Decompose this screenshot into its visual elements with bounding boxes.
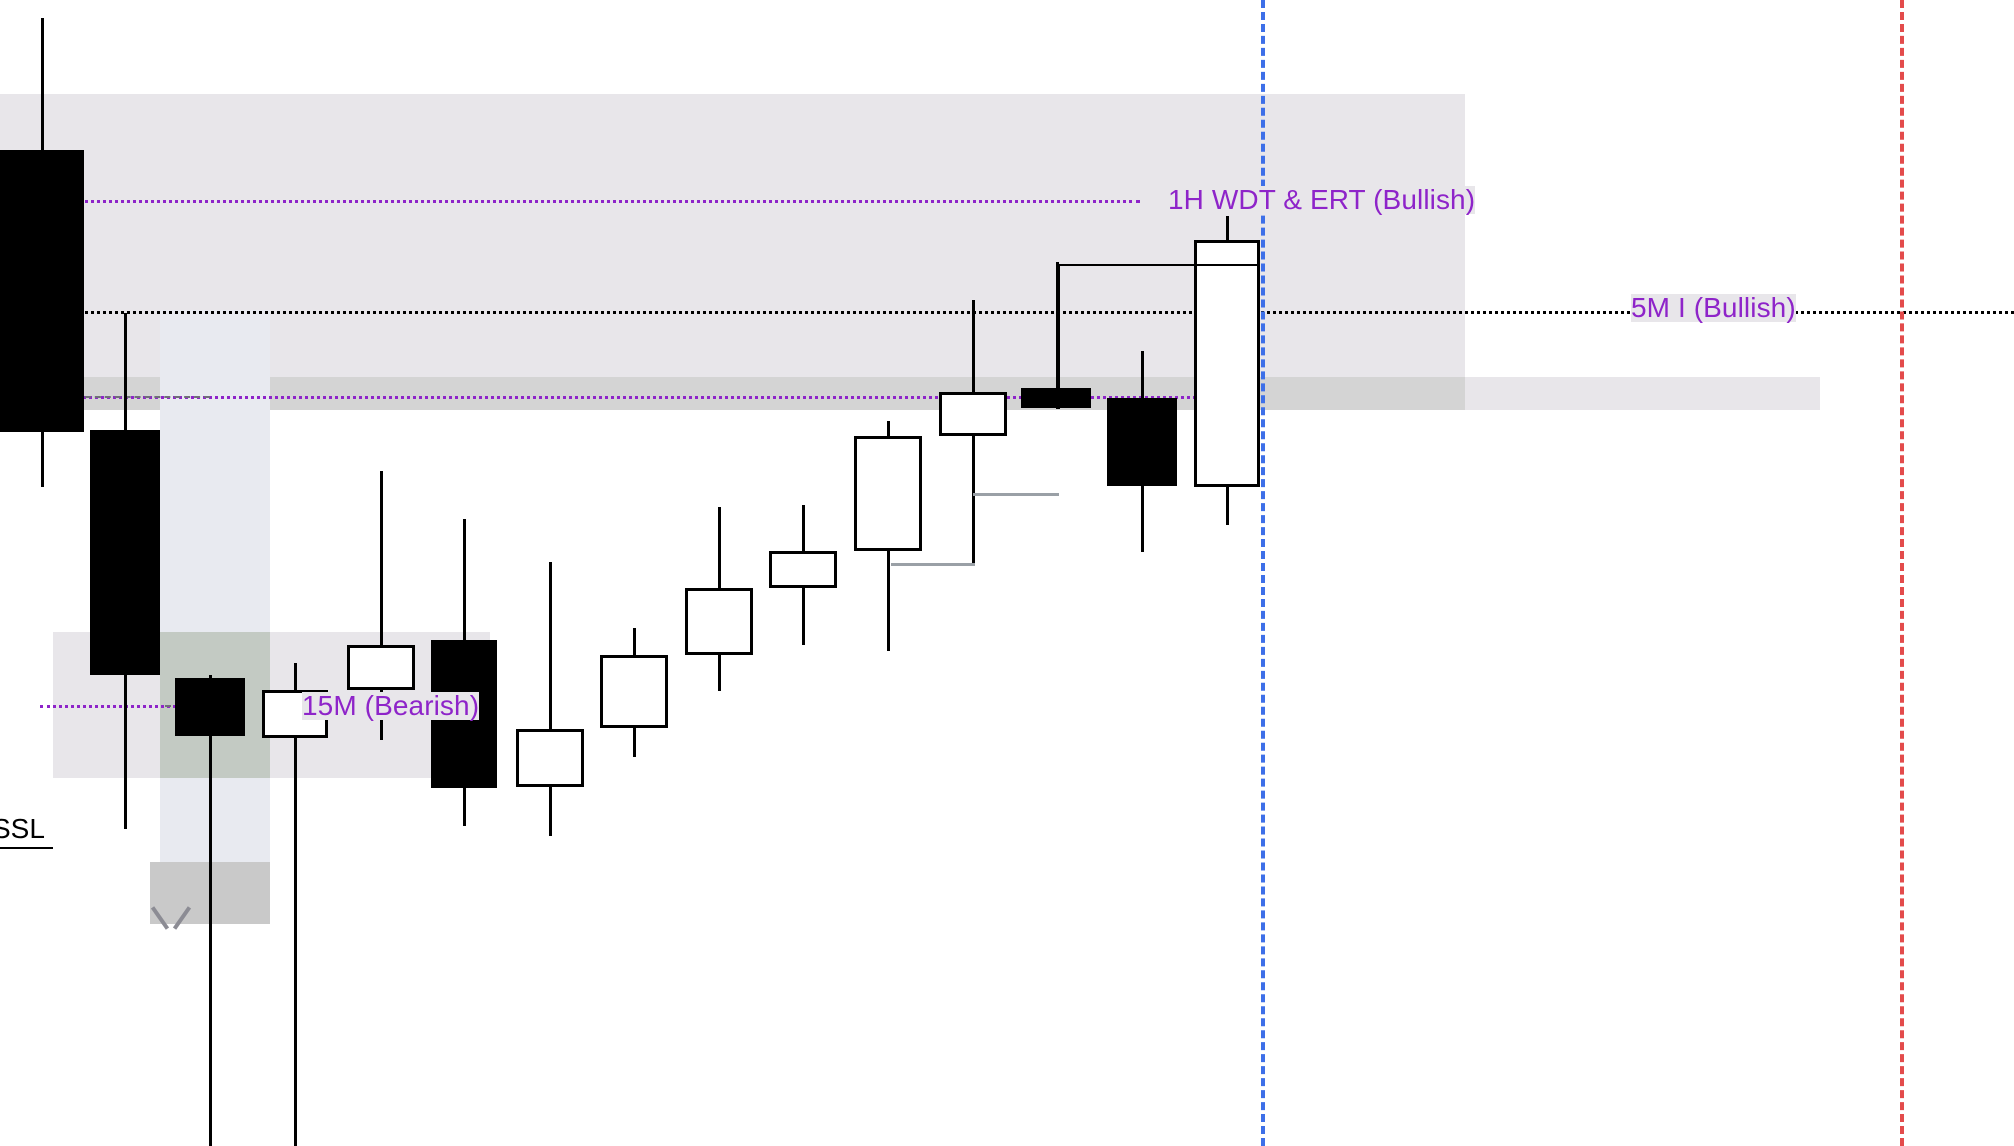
level-line-1h: [0, 200, 1140, 203]
entry-time-marker: [1261, 0, 1265, 1146]
candle-body: [347, 645, 415, 690]
candle-body: [769, 551, 837, 588]
candle-wick: [208, 675, 212, 1146]
level-line-ssl: [0, 847, 53, 849]
candle-body: [262, 690, 328, 738]
candle-wick: [971, 300, 975, 563]
level-line-5m-overlap: [75, 396, 210, 398]
zone-5m-i: [0, 377, 1820, 410]
candle-wick: [462, 519, 466, 826]
candle-wick: [40, 18, 44, 487]
candle-wick: [886, 421, 890, 651]
chevron-up-icon: [172, 906, 192, 930]
zone-15m-bearish: [53, 632, 490, 778]
zone-small-gray-block: [150, 862, 270, 924]
candle-wick: [1055, 262, 1059, 409]
gray-connector-1: [973, 493, 1059, 496]
candle-body: [0, 150, 84, 432]
gray-connector-2: [891, 563, 975, 566]
zone-structure-lavender: [160, 310, 270, 865]
candle-wick: [801, 505, 805, 645]
ssl-label: SSL: [0, 813, 45, 844]
structure-bracket-top: [1057, 264, 1257, 266]
candle-body: [854, 436, 922, 551]
level-line-15m: [40, 705, 225, 708]
candle-body: [516, 729, 584, 787]
candle-wick: [1140, 351, 1144, 552]
candle-body: [1107, 398, 1177, 486]
expiry-time-marker: [1900, 0, 1904, 1146]
candle-wick: [717, 507, 721, 691]
chevron-down-icon: [150, 906, 170, 930]
candle-body: [175, 678, 245, 736]
candle-body: [431, 640, 497, 788]
zone-label-5m: 5M I (Bullish): [1631, 292, 1796, 323]
zone-1h-wdt-ert: [0, 94, 1465, 380]
candle-0[interactable]: [0, 0, 84, 1146]
candle-body: [600, 655, 668, 728]
candle-body: [90, 430, 160, 675]
candle-wick: [379, 471, 383, 740]
candle-wick: [548, 562, 552, 836]
zone-label-15m: 15M (Bearish): [302, 690, 480, 721]
zone-label-1h: 1H WDT & ERT (Bullish): [1168, 184, 1476, 215]
candle-body: [1194, 240, 1260, 487]
candle-body: [685, 588, 753, 655]
candle-wick: [1225, 216, 1229, 525]
structure-bracket-left: [1057, 264, 1060, 409]
candle-body: [1021, 388, 1091, 408]
level-line-current-price: [0, 311, 2014, 314]
level-line-5m: [0, 396, 1250, 399]
candle-wick: [293, 663, 297, 1146]
zone-5m-1h-overlap: [0, 377, 1465, 410]
zone-15m-lavender-overlap: [160, 632, 270, 778]
candle-body: [939, 392, 1007, 436]
level-line-15m-overlap: [165, 705, 225, 707]
candle-wick: [123, 313, 127, 829]
candle-wick: [632, 628, 636, 757]
